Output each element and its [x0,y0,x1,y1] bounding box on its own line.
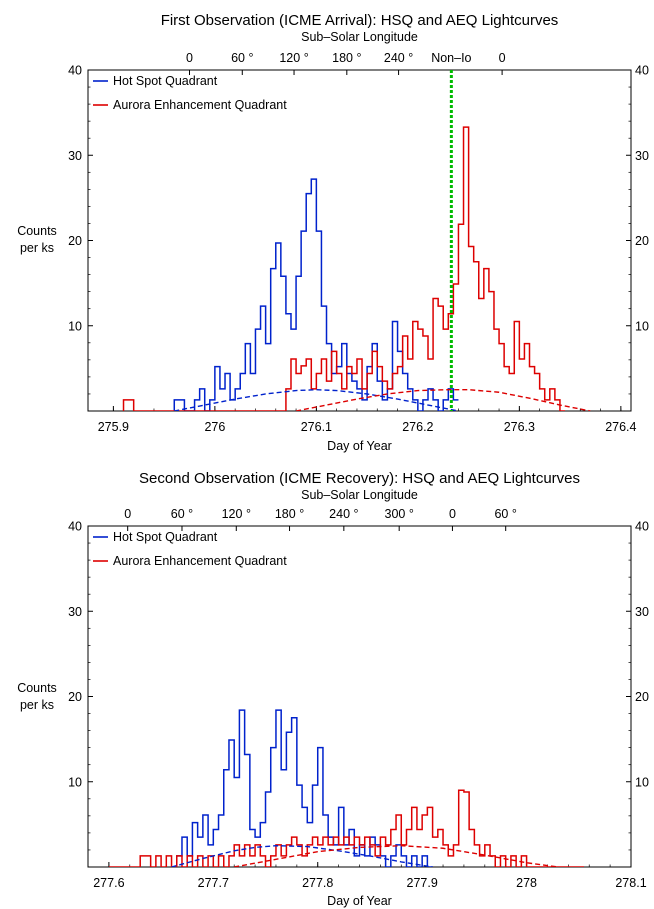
series-line-aurora-enhancement-quadrant [122,126,566,411]
y-tick-label-left: 10 [68,319,82,333]
y-axis-label: Counts per ks [17,224,57,255]
plot-area [108,709,585,867]
y-tick-label-right: 30 [635,149,649,163]
y-tick-label-left: 30 [68,605,82,619]
y-tick-label-left: 30 [68,149,82,163]
x-tick-label: 277.9 [407,876,438,890]
y-tick-label-left: 10 [68,775,82,789]
plot-area [122,126,591,411]
plot-frame [87,69,632,412]
x-axis-label: Day of Year [327,894,392,908]
y-tick-label-right: 40 [635,64,649,78]
legend: Hot Spot Quadrant Aurora Enhancement Quad… [93,74,287,112]
top-tick-label: 0 [186,51,193,65]
y-tick-label-left: 40 [68,64,82,78]
model-curve [171,844,433,867]
y-tick-label-right: 10 [635,775,649,789]
top-axis-label: Sub–Solar Longitude [301,30,418,44]
y-tick-label-right: 20 [635,234,649,248]
y-tick-label-left: 20 [68,690,82,704]
series-line-hot-spot-quadrant [173,178,459,411]
top-tick-label: 0 [499,51,506,65]
top-tick-label: 120 ° [222,507,251,521]
top-tick-label: 180 ° [332,51,361,65]
legend-label: Hot Spot Quadrant [113,74,218,88]
x-tick-label: 277.7 [198,876,229,890]
y-tick-label-right: 40 [635,520,649,534]
x-tick-label: 276 [204,420,225,434]
chart-title: Second Observation (ICME Recovery): HSQ … [139,470,580,487]
x-tick-label: 275.9 [98,420,129,434]
top-tick-label: 60 ° [171,507,193,521]
non-io-marker-label: Non–Io [431,51,471,65]
model-curve [234,844,558,867]
top-tick-label: 60 ° [494,507,516,521]
x-tick-label: 276.4 [605,420,636,434]
x-tick-label: 278.1 [615,876,646,890]
x-tick-label: 276.3 [504,420,535,434]
top-tick-label: 60 ° [231,51,253,65]
series-line-hot-spot-quadrant [176,709,433,867]
x-axis-label: Day of Year [327,439,392,453]
legend-label: Aurora Enhancement Quadrant [113,98,287,112]
legend: Hot Spot Quadrant Aurora Enhancement Quad… [93,530,287,568]
legend-label: Hot Spot Quadrant [113,530,218,544]
top-tick-label: 180 ° [275,507,304,521]
top-tick-label: 120 ° [279,51,308,65]
y-axis-label: Counts per ks [17,681,57,712]
y-tick-label-right: 30 [635,605,649,619]
y-tick-label-left: 20 [68,234,82,248]
model-curve [174,388,459,411]
plot-frame [87,525,632,868]
top-axis-label: Sub–Solar Longitude [301,488,418,502]
top-tick-label: 300 ° [385,507,414,521]
chart-title: First Observation (ICME Arrival): HSQ an… [161,12,559,29]
chart-1: First Observation (ICME Arrival): HSQ an… [17,12,649,453]
y-tick-label-right: 10 [635,319,649,333]
x-tick-label: 278 [516,876,537,890]
x-tick-label: 277.8 [302,876,333,890]
series-line-aurora-enhancement-quadrant [108,789,585,867]
top-tick-label: 0 [449,507,456,521]
y-tick-label-right: 20 [635,690,649,704]
x-tick-label: 276.2 [402,420,433,434]
x-tick-label: 277.6 [93,876,124,890]
model-curve [295,388,591,411]
x-tick-label: 276.1 [301,420,332,434]
legend-label: Aurora Enhancement Quadrant [113,554,287,568]
y-tick-label-left: 40 [68,520,82,534]
chart-2: Second Observation (ICME Recovery): HSQ … [17,470,649,908]
top-tick-label: 0 [124,507,131,521]
top-tick-label: 240 ° [384,51,413,65]
top-tick-label: 240 ° [329,507,358,521]
